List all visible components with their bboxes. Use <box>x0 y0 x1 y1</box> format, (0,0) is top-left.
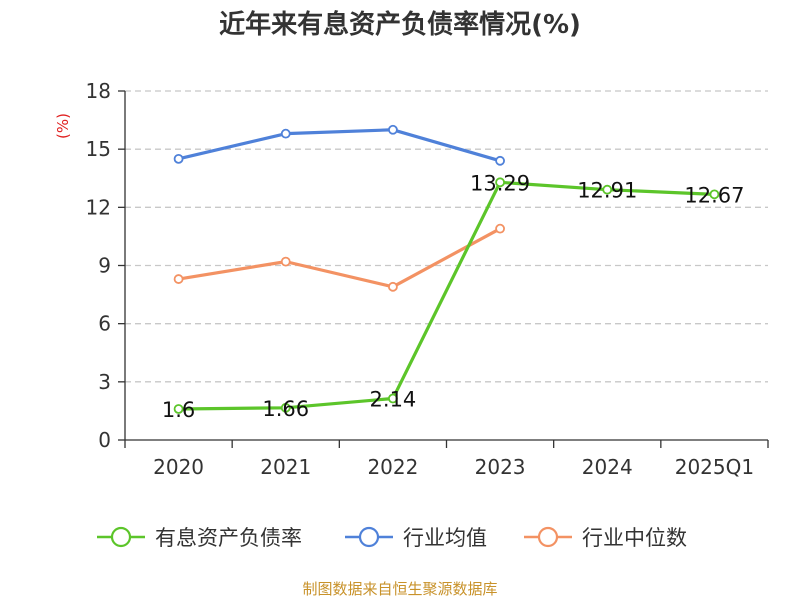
series-point[interactable] <box>173 404 184 414</box>
data-label: 1.66 <box>262 397 309 421</box>
data-labels: 1.6 1.66 2.14 13.29 12.91 12.67 <box>162 171 745 422</box>
y-tick-label: 0 <box>98 428 111 452</box>
series-point[interactable] <box>602 184 613 195</box>
axes: 0 3 6 9 12 15 18 2020 2021 2022 2023 2024 2025Q1 <box>86 79 769 479</box>
series-point[interactable] <box>173 274 184 284</box>
data-label: 13.29 <box>470 171 530 195</box>
legend-label: 有息资产负债率 <box>155 526 302 550</box>
y-tick-label: 12 <box>86 195 111 219</box>
data-label: 12.91 <box>577 179 637 203</box>
x-tick-label: 2024 <box>582 455 633 479</box>
series-point[interactable] <box>495 223 505 234</box>
series-point[interactable] <box>280 402 291 413</box>
legend[interactable]: 有息资产负债率 行业均值 行业中位数 <box>97 526 687 550</box>
y-tick-label: 18 <box>86 79 111 103</box>
legend-marker <box>537 526 559 548</box>
series-point[interactable] <box>280 256 291 267</box>
x-tick-label: 2020 <box>153 455 204 479</box>
data-label: 12.67 <box>684 183 744 207</box>
series-layer <box>173 124 720 414</box>
chart-title: 近年来有息资产负债率情况(%) <box>219 9 581 40</box>
y-tick-label: 6 <box>98 312 111 336</box>
y-tick-label: 15 <box>86 137 111 161</box>
series-line-1 <box>178 128 501 163</box>
data-label: 2.14 <box>370 388 417 412</box>
series-line-0 <box>178 180 715 411</box>
y-axis-unit: (%) <box>54 113 72 139</box>
source-note: 制图数据来自恒生聚源数据库 <box>302 580 497 598</box>
series-point[interactable] <box>495 177 505 188</box>
grid <box>125 90 768 383</box>
series-point[interactable] <box>388 124 398 135</box>
series-point[interactable] <box>495 155 505 166</box>
x-tick-label: 2025Q1 <box>675 455 754 479</box>
series-point[interactable] <box>388 281 398 292</box>
data-label: 1.6 <box>162 398 195 422</box>
legend-item-2[interactable]: 行业中位数 <box>524 526 687 550</box>
legend-marker <box>358 526 380 548</box>
legend-label: 行业均值 <box>403 526 487 550</box>
series-line-2 <box>178 227 501 289</box>
legend-marker <box>110 526 132 548</box>
legend-label: 行业中位数 <box>582 526 687 550</box>
series-point[interactable] <box>280 128 291 139</box>
series-point[interactable] <box>709 189 720 200</box>
series-point[interactable] <box>388 393 398 404</box>
y-tick-label: 9 <box>98 254 111 278</box>
legend-item-1[interactable]: 行业均值 <box>345 526 487 550</box>
y-tick-label: 3 <box>98 370 111 394</box>
x-tick-label: 2023 <box>475 455 526 479</box>
legend-item-0[interactable]: 有息资产负债率 <box>97 526 302 550</box>
x-tick-label: 2021 <box>260 455 311 479</box>
x-tick-label: 2022 <box>367 455 418 479</box>
series-point[interactable] <box>173 153 184 164</box>
